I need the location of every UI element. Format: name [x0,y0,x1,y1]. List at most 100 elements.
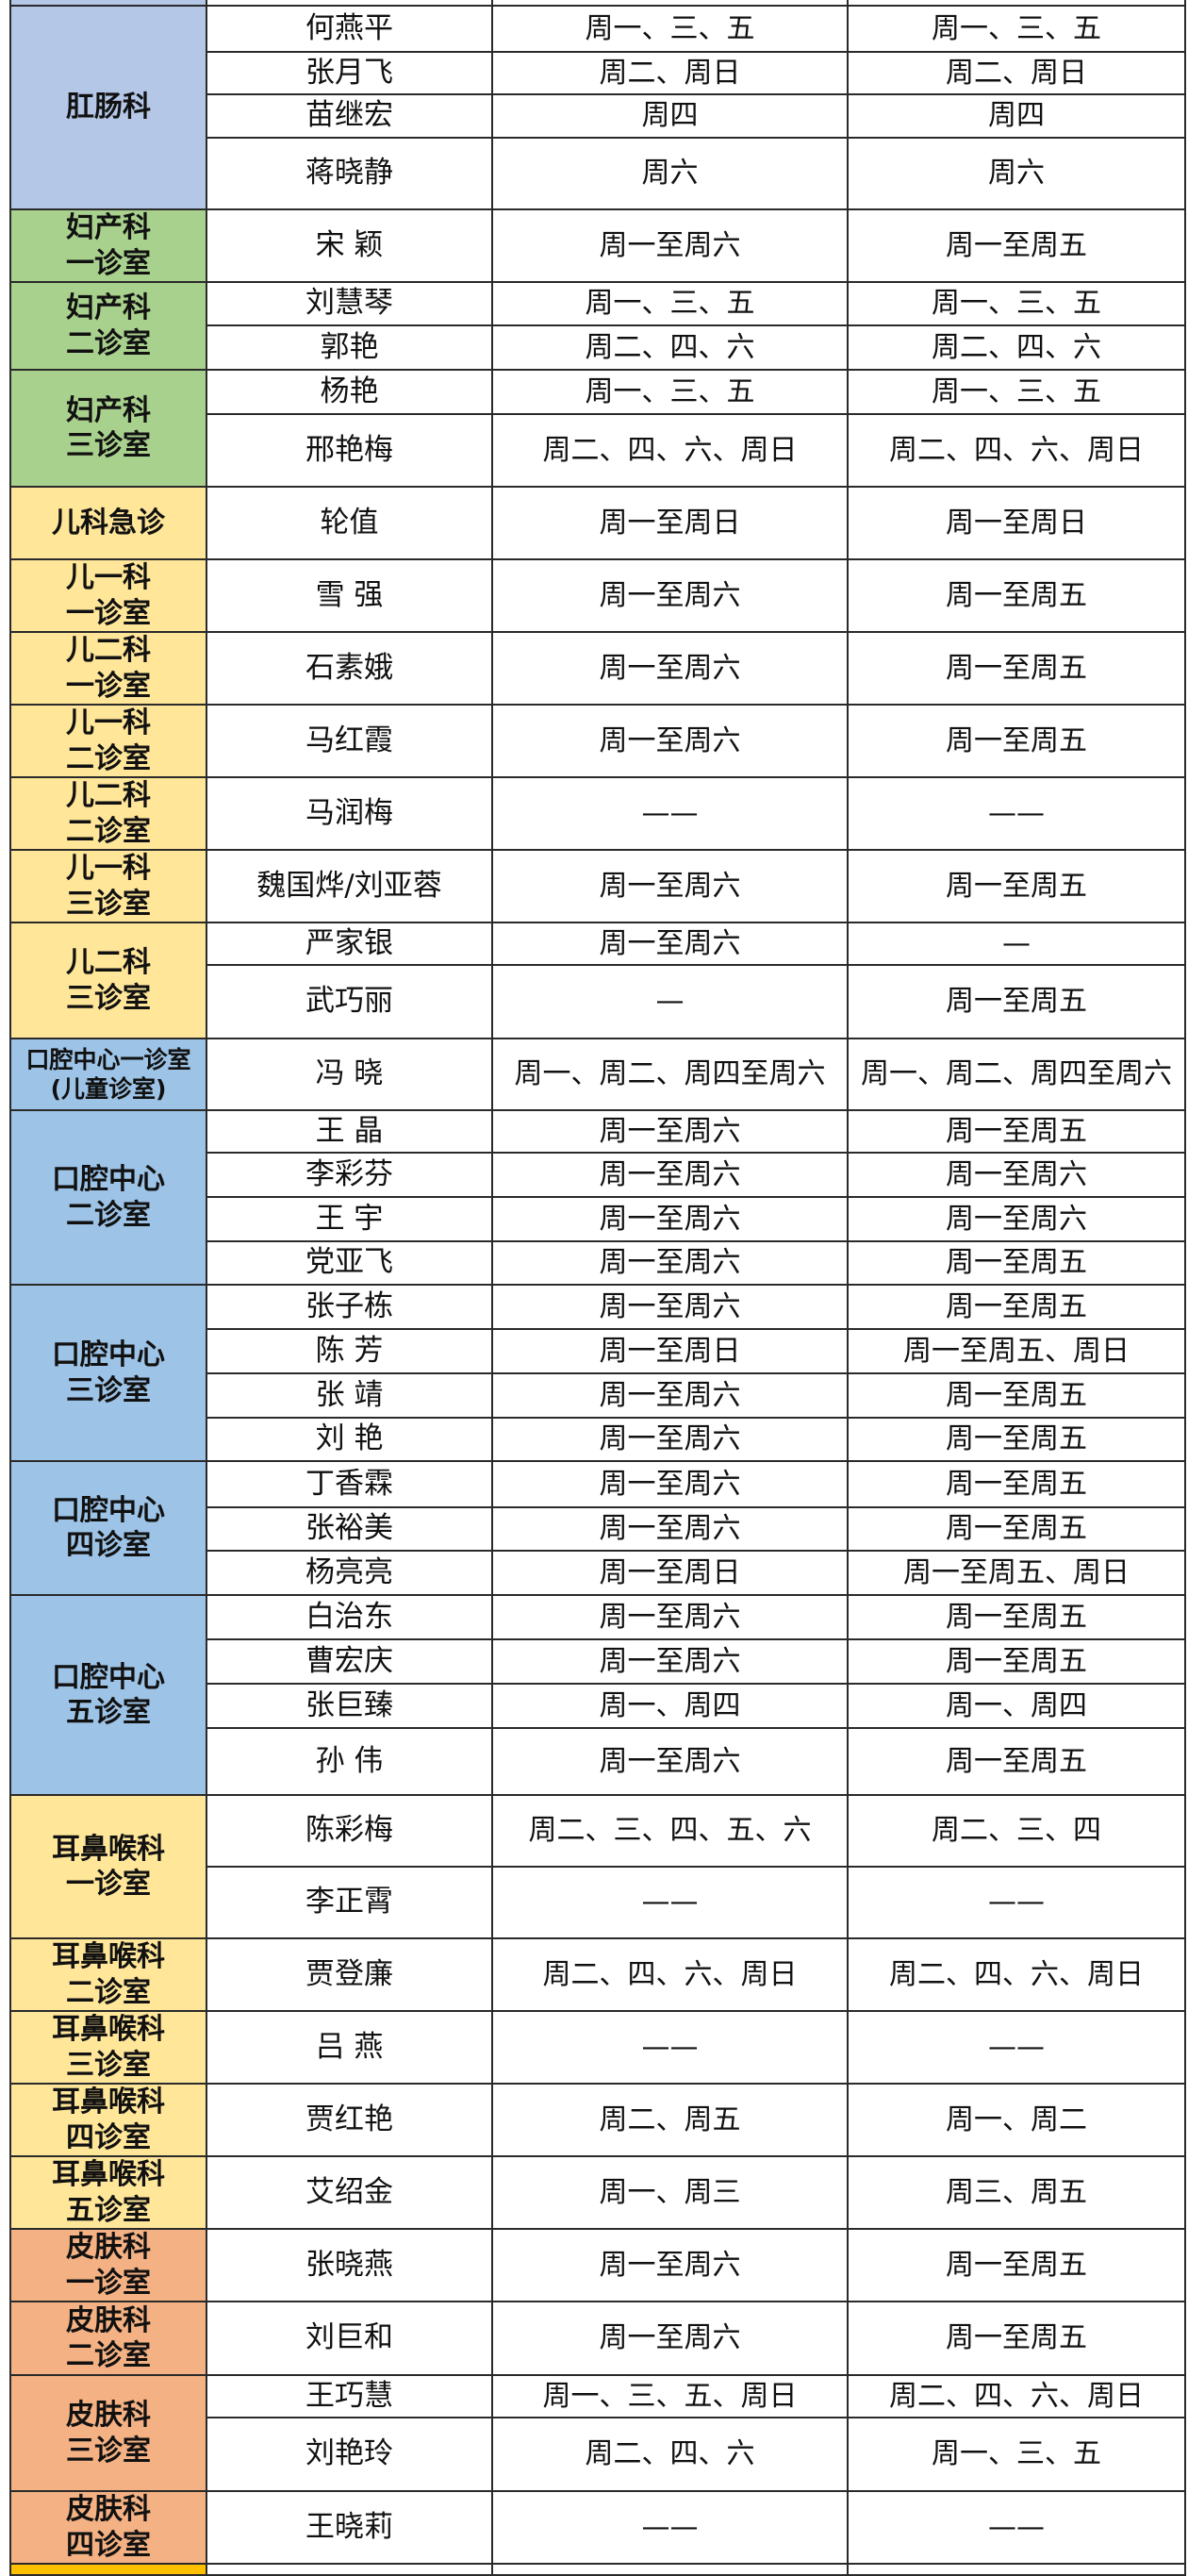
table-row: 张巨臻 周一、周四 周一、周四 [10,1683,1186,1729]
table-row: 口腔中心一诊室 (儿童诊室) 冯 晓周一、周二、周四至周六 周一、周二、周四至周六 [9,1038,1186,1111]
schedule-cell-a: 周一至周六 [491,558,849,633]
schedule-cell-b: 周一至周五 [847,1460,1186,1508]
department-cell: 耳鼻喉科 三诊室 [9,2010,207,2085]
cell-empty [206,2563,493,2576]
department-cell: 皮肤科 二诊室 [9,2301,207,2376]
schedule-cell-b: 周二、四、六、周日 [847,1937,1186,2012]
table-row: 耳鼻喉科 四诊室 贾红艳 周二、周五 周一、周二 [9,2083,1186,2157]
table-row: 张 靖周一至周六 周一至周五 [10,1372,1186,1419]
department-cell: 耳鼻喉科 二诊室 [9,1937,207,2012]
schedule-cell-b: 周一至周五 [847,849,1186,923]
doctor-name-cell: 何燕平 [206,5,493,53]
table-row: 李正霄 —— —— [10,1866,1186,1939]
doctor-name-cell: 陈彩梅 [206,1794,493,1868]
doctor-name-cell: 张晓燕 [206,2228,493,2302]
table-row: 妇产科 二诊室 刘慧琴 周一、三、五 周一、三、五 [9,281,1186,371]
doctor-name-cell: 邢艳梅 [206,413,493,488]
department-cell: 妇产科 一诊室 [9,208,207,283]
doctor-name-cell: 宋 颖 [206,208,493,283]
schedule-cell-b: 周二、四、六、周日 [847,2374,1186,2418]
department-cell: 口腔中心 二诊室 [9,1109,207,1286]
doctor-name-cell: 孙 伟 [206,1727,493,1796]
schedule-cell-a: 周一、三、五 [491,369,849,415]
table-row-partial-bottom [9,2563,1186,2576]
schedule-cell-b: 周一至周五 [847,2228,1186,2302]
schedule-table-container: 肛肠科 何燕平 周一、三、五 周一、三、五 张月飞 周二、周日 周二、周日 苗继宏 周四 周四 蒋晓… [9,0,1186,2576]
doctor-name-cell: 王巧慧 [206,2374,493,2418]
schedule-cell-b: 周一至周五 [847,1240,1186,1286]
table-row: 皮肤科 一诊室 张晓燕 周一至周六 周一至周五 [9,2228,1186,2302]
schedule-cell-b: 周一至周五 [847,1109,1186,1154]
schedule-cell-b: 周一至周五 [847,1417,1186,1462]
table-row: 耳鼻喉科 二诊室 贾登廉 周二、四、六、周日 周二、四、六、周日 [9,1937,1186,2012]
cell-empty [206,0,493,7]
table-row: 儿二科 二诊室 马润梅 —— —— [9,776,1186,851]
schedule-cell-a: 周一至周六 [491,1196,849,1242]
doctor-name-cell: 丁香霖 [206,1460,493,1508]
doctor-name-cell: 刘巨和 [206,2301,493,2376]
department-cell: 儿二科 一诊室 [9,631,207,706]
schedule-cell-b: 周一至周五 [847,208,1186,283]
schedule-cell-a: 周一至周六 [491,1506,849,1552]
schedule-cell-a: 周一至周六 [491,1284,849,1330]
doctor-name-cell: 贾登廉 [206,1937,493,2012]
table-row: 孙 伟周一至周六 周一至周五 [10,1727,1186,1796]
table-row: 陈 芳周一至周日 周一至周五、周日 [10,1328,1186,1374]
doctor-name-cell: 马润梅 [206,776,493,851]
doctor-name-cell: 王 宇 [206,1196,493,1242]
department-cell: 口腔中心 四诊室 [9,1460,207,1596]
doctor-name-cell: 马红霞 [206,704,493,778]
schedule-cell-a: 周一、周四 [491,1683,849,1729]
schedule-cell-a: 周一至周六 [491,2301,849,2376]
table-row: 耳鼻喉科 五诊室 艾绍金 周一、周三 周三、周五 [9,2155,1186,2230]
department-cell: 皮肤科 一诊室 [9,2228,207,2302]
schedule-cell-b: 周二、四、六、周日 [847,413,1186,488]
schedule-cell-a: 周一至周六 [491,1372,849,1419]
table-row: 刘 艳周一至周六 周一至周五 [10,1417,1186,1462]
schedule-cell-a: —— [491,2490,849,2565]
schedule-cell-a: 周一至周六 [491,704,849,778]
doctor-name-cell: 张巨臻 [206,1683,493,1729]
schedule-cell-a: — [491,964,849,1039]
doctor-name-cell: 刘慧琴 [206,281,493,326]
cell-empty [847,2563,1186,2576]
table-row: 儿二科 一诊室 石素娥 周一至周六 周一至周五 [9,631,1186,706]
schedule-cell-b: 周一至周六 [847,1196,1186,1242]
schedule-cell-b: 周一至周六 [847,1152,1186,1198]
schedule-cell-b: 周一、三、五 [847,2417,1186,2492]
schedule-cell-a: 周二、四、六、周日 [491,413,849,488]
department-cell: 口腔中心一诊室 (儿童诊室) [9,1038,207,1111]
schedule-cell-b: 周二、四、六 [847,324,1186,371]
schedule-cell-b: 周一、三、五 [847,281,1186,326]
department-cell: 儿二科 三诊室 [9,922,207,1039]
schedule-cell-a: 周一、三、五 [491,5,849,53]
table-row: 邢艳梅 周二、四、六、周日 周二、四、六、周日 [10,413,1186,488]
doctor-name-cell: 党亚飞 [206,1240,493,1286]
department-cell: 皮肤科 三诊室 [9,2374,207,2492]
schedule-cell-b: 周一至周五 [847,558,1186,633]
schedule-cell-b: 周四 [847,93,1186,139]
schedule-cell-b: — [847,922,1186,966]
doctor-name-cell: 严家银 [206,922,493,966]
doctor-name-cell: 曹宏庆 [206,1638,493,1685]
department-cell: 耳鼻喉科 五诊室 [9,2155,207,2230]
table-row: 郭艳 周二、四、六 周二、四、六 [10,324,1186,371]
schedule-cell-a: 周一至周六 [491,1594,849,1640]
schedule-cell-a: 周一、三、五、周日 [491,2374,849,2418]
schedule-cell-a: —— [491,2010,849,2085]
department-cell: 儿一科 二诊室 [9,704,207,778]
cell-empty [491,0,849,7]
doctor-name-cell: 王 晶 [206,1109,493,1154]
schedule-cell-a: 周一、周二、周四至周六 [491,1038,849,1111]
table-row: 儿二科 三诊室 严家银 周一至周六 — [9,922,1186,1039]
schedule-cell-a: 周二、周五 [491,2083,849,2157]
schedule-cell-b: 周一至周日 [847,486,1186,560]
department-cell: 耳鼻喉科 一诊室 [9,1794,207,1939]
schedule-cell-b: 周一至周五 [847,631,1186,706]
table-row: 妇产科 三诊室 杨艳 周一、三、五 周一、三、五 [9,369,1186,488]
schedule-cell-a: —— [491,776,849,851]
table-row: 肛肠科 何燕平 周一、三、五 周一、三、五 [9,5,1186,210]
schedule-cell-a: 周一至周六 [491,922,849,966]
schedule-cell-b: 周一至周五 [847,1638,1186,1685]
department-cell: 儿二科 二诊室 [9,776,207,851]
